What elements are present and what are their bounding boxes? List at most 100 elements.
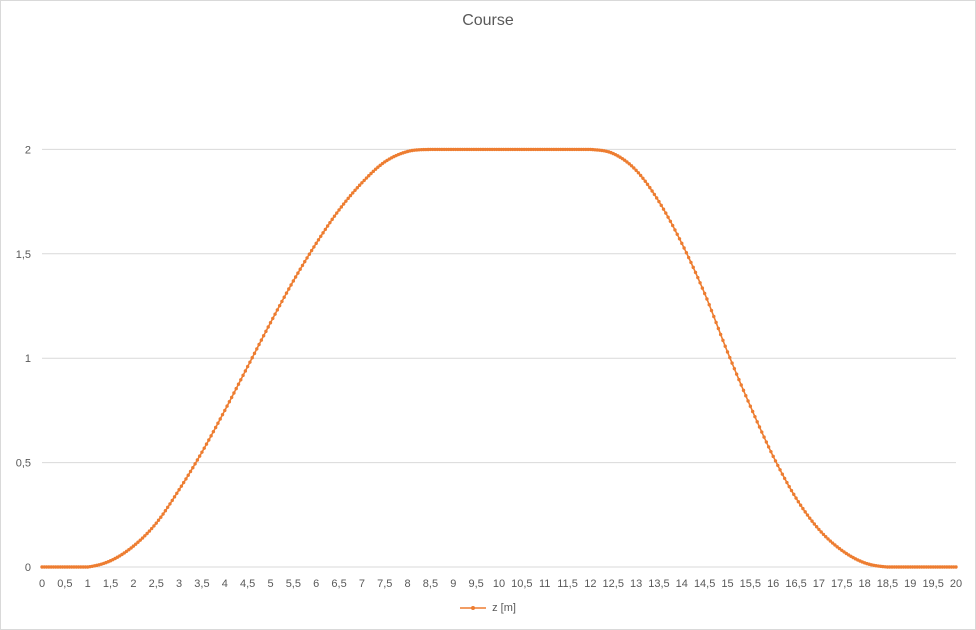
data-point bbox=[163, 509, 168, 513]
data-point bbox=[629, 164, 634, 168]
x-tick-label: 1,5 bbox=[103, 578, 118, 590]
x-tick-label: 14 bbox=[676, 578, 688, 590]
data-point bbox=[378, 163, 382, 168]
data-point bbox=[746, 399, 750, 403]
gridlines bbox=[42, 148, 956, 568]
data-point bbox=[339, 205, 344, 209]
data-point bbox=[803, 510, 807, 514]
data-point bbox=[723, 344, 727, 348]
data-point bbox=[830, 541, 835, 545]
data-point bbox=[686, 255, 691, 260]
x-tick-label: 16 bbox=[767, 578, 779, 590]
data-point bbox=[657, 199, 661, 204]
x-tick-label: 14,5 bbox=[694, 578, 715, 590]
data-point bbox=[341, 202, 346, 206]
data-point bbox=[213, 425, 218, 430]
data-point bbox=[734, 372, 739, 376]
data-point bbox=[689, 260, 693, 265]
data-point bbox=[810, 519, 814, 523]
data-point bbox=[696, 275, 700, 280]
data-point bbox=[236, 382, 241, 386]
data-point bbox=[785, 480, 789, 485]
data-point bbox=[266, 325, 270, 329]
data-point bbox=[300, 263, 305, 268]
data-point bbox=[780, 472, 785, 476]
x-tick-label: 18,5 bbox=[877, 578, 898, 590]
data-point bbox=[277, 303, 282, 308]
data-point bbox=[753, 414, 757, 419]
x-tick-label: 9 bbox=[450, 578, 456, 590]
data-point bbox=[172, 495, 177, 499]
data-point bbox=[303, 259, 307, 264]
x-tick-label: 18 bbox=[858, 578, 870, 590]
data-point bbox=[801, 506, 805, 511]
x-tick-label: 17,5 bbox=[831, 578, 852, 590]
legend: z [m] bbox=[1, 602, 975, 614]
data-point bbox=[248, 360, 252, 364]
x-tick-label: 10 bbox=[493, 578, 505, 590]
data-point bbox=[766, 445, 771, 449]
data-point bbox=[677, 237, 682, 241]
data-point bbox=[195, 458, 200, 462]
x-tick-label: 6,5 bbox=[331, 578, 346, 590]
data-point bbox=[373, 167, 378, 171]
data-point bbox=[741, 388, 746, 393]
x-tick-label: 3,5 bbox=[194, 578, 209, 590]
data-point bbox=[250, 356, 254, 360]
x-tick-label: 12 bbox=[584, 578, 596, 590]
x-tick-label: 15,5 bbox=[740, 578, 761, 590]
y-tick-label: 0,5 bbox=[16, 458, 31, 470]
data-point bbox=[632, 166, 636, 170]
x-tick-label: 2,5 bbox=[149, 578, 164, 590]
data-point bbox=[826, 537, 830, 541]
data-point bbox=[159, 515, 163, 519]
data-point bbox=[321, 231, 325, 235]
data-point bbox=[184, 477, 188, 481]
data-point bbox=[168, 502, 172, 506]
data-point bbox=[702, 291, 707, 296]
data-point bbox=[364, 176, 369, 180]
data-point bbox=[287, 287, 291, 291]
x-tick-label: 17 bbox=[813, 578, 825, 590]
data-point bbox=[291, 279, 296, 283]
data-point bbox=[700, 286, 705, 290]
chart-title: Course bbox=[462, 12, 514, 29]
data-point bbox=[371, 169, 376, 174]
x-tick-label: 13,5 bbox=[648, 578, 669, 590]
data-point bbox=[648, 185, 652, 190]
data-point bbox=[636, 171, 641, 175]
data-point bbox=[136, 540, 140, 544]
data-point bbox=[337, 208, 341, 212]
data-point bbox=[828, 539, 833, 543]
x-tick-label: 0 bbox=[39, 578, 45, 590]
data-point bbox=[650, 189, 654, 193]
data-point bbox=[376, 165, 380, 169]
data-point bbox=[229, 395, 234, 400]
data-point bbox=[325, 224, 330, 228]
data-point bbox=[316, 238, 321, 242]
data-point bbox=[680, 241, 684, 246]
x-tick-label: 7,5 bbox=[377, 578, 392, 590]
data-point bbox=[305, 256, 309, 260]
data-point bbox=[140, 536, 145, 540]
data-point bbox=[748, 404, 753, 408]
data-point bbox=[193, 462, 197, 466]
data-point bbox=[814, 525, 819, 529]
data-point bbox=[659, 203, 663, 208]
data-point bbox=[268, 321, 273, 325]
data-point bbox=[307, 252, 312, 256]
data-point bbox=[154, 521, 158, 525]
x-tick-label: 3 bbox=[176, 578, 182, 590]
data-point bbox=[732, 366, 737, 371]
data-point bbox=[730, 361, 734, 365]
data-point bbox=[664, 211, 668, 215]
data-point bbox=[693, 270, 698, 275]
data-point bbox=[216, 421, 220, 425]
x-tick-label: 8,5 bbox=[423, 578, 438, 590]
data-point bbox=[275, 308, 280, 312]
data-point bbox=[792, 492, 796, 497]
data-point bbox=[643, 179, 647, 183]
data-point bbox=[673, 228, 677, 232]
data-point bbox=[684, 251, 689, 255]
